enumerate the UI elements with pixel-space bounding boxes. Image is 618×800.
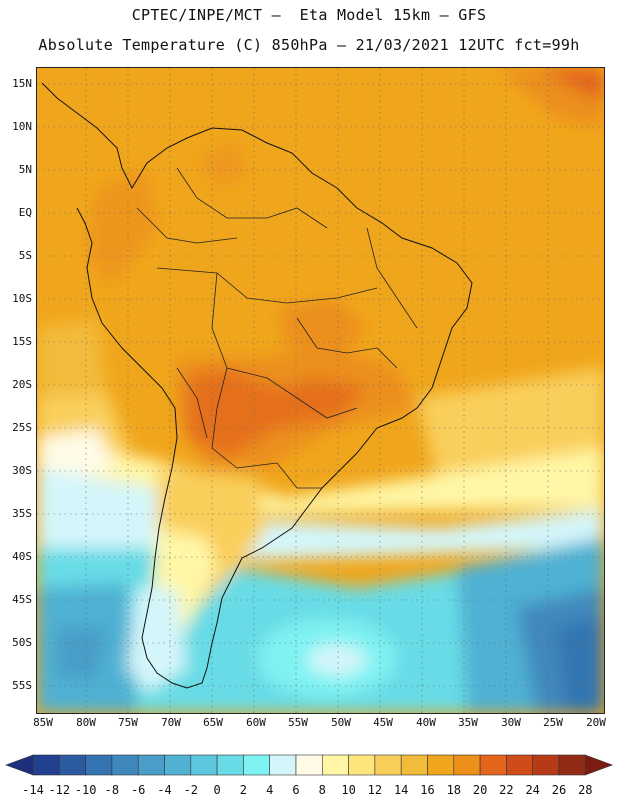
lon-label-70w: 70W (161, 716, 181, 729)
colorbar-label: 0 (213, 783, 221, 797)
south-america-coastline (41, 82, 473, 689)
lon-label-55w: 55W (288, 716, 308, 729)
colorbar-label: 6 (292, 783, 300, 797)
lat-label-10s: 10S (12, 292, 32, 305)
colorbar-cell (453, 754, 481, 776)
temperature-map (36, 67, 605, 714)
colorbar-cell (164, 754, 192, 776)
title-line-2: Absolute Temperature (C) 850hPa — 21/03/… (38, 36, 580, 54)
colorbar-cell (321, 754, 349, 776)
lat-label-30s: 30S (12, 464, 32, 477)
colorbar-label: 22 (499, 783, 514, 797)
colorbar-under-arrow (5, 754, 34, 776)
lat-label-10n: 10N (12, 120, 32, 133)
colorbar-label: 8 (318, 783, 326, 797)
colorbar-label: -2 (183, 783, 199, 797)
lat-label-15n: 15N (12, 77, 32, 90)
lat-label-55s: 55S (12, 679, 32, 692)
colorbar-label: -8 (104, 783, 120, 797)
colorbar-cell (479, 754, 507, 776)
lon-label-75w: 75W (118, 716, 138, 729)
lon-label-20w: 20W (586, 716, 606, 729)
colorbar-over-arrow (584, 754, 614, 776)
lat-label-eq: EQ (18, 206, 32, 219)
lat-label-15s: 15S (12, 335, 32, 348)
colorbar-label: -12 (48, 783, 71, 797)
colorbar-label: -10 (74, 783, 97, 797)
colorbar-label: 16 (420, 783, 435, 797)
colorbar-label: 28 (578, 783, 593, 797)
colorbar-label: 18 (446, 783, 462, 797)
colorbar-label: 24 (525, 783, 540, 797)
colorbar-label: 20 (472, 783, 488, 797)
colorbar-cell (243, 754, 270, 776)
colorbar-cell (427, 754, 455, 776)
lon-label-50w: 50W (331, 716, 351, 729)
lon-label-25w: 25W (543, 716, 563, 729)
lat-label-40s: 40S (12, 550, 32, 563)
lon-label-60w: 60W (246, 716, 266, 729)
colorbar-cell (111, 754, 139, 776)
lon-label-85w: 85W (33, 716, 53, 729)
colorbar-label: 26 (551, 783, 567, 797)
colorbar-cell (558, 754, 586, 776)
colorbar-cell (506, 754, 533, 776)
lat-label-5n: 5N (18, 163, 32, 176)
colorbar-label: -4 (157, 783, 172, 797)
title-line-1: CPTEC/INPE/MCT — Eta Model 15km — GFS (131, 6, 487, 24)
colorbar (5, 754, 614, 776)
colorbar-cell (295, 754, 323, 776)
colorbar-cell (190, 754, 218, 776)
colorbar-label: 2 (239, 783, 247, 797)
lon-label-45w: 45W (373, 716, 393, 729)
lat-label-45s: 45S (12, 593, 32, 606)
colorbar-cell (269, 754, 297, 776)
lat-label-5s: 5S (18, 249, 32, 262)
lon-label-65w: 65W (203, 716, 223, 729)
lon-label-30w: 30W (501, 716, 521, 729)
lat-label-25s: 25S (12, 421, 32, 434)
lon-label-80w: 80W (76, 716, 96, 729)
colorbar-cell (32, 754, 60, 776)
map-svg (37, 68, 604, 713)
colorbar-cell (216, 754, 244, 776)
colorbar-cell (532, 754, 560, 776)
temperature-field (37, 68, 604, 713)
colorbar-label: 14 (393, 783, 409, 797)
colorbar-cell (137, 754, 165, 776)
lat-label-20s: 20S (12, 378, 32, 391)
colorbar-cell (374, 754, 402, 776)
lat-label-35s: 35S (12, 507, 32, 520)
graticule (37, 68, 604, 713)
colorbar-label: -14 (22, 783, 44, 797)
lon-label-35w: 35W (458, 716, 478, 729)
colorbar-cell (348, 754, 376, 776)
lat-label-50s: 50S (12, 636, 32, 649)
lon-label-40w: 40W (416, 716, 436, 729)
colorbar-cell (85, 754, 113, 776)
colorbar-label: -6 (130, 783, 146, 797)
country-borders (136, 167, 418, 489)
colorbar-label: 12 (367, 783, 383, 797)
colorbar-label: 4 (266, 783, 274, 797)
colorbar-cell (400, 754, 428, 776)
colorbar-cell (58, 754, 86, 776)
colorbar-label: 10 (341, 783, 356, 797)
